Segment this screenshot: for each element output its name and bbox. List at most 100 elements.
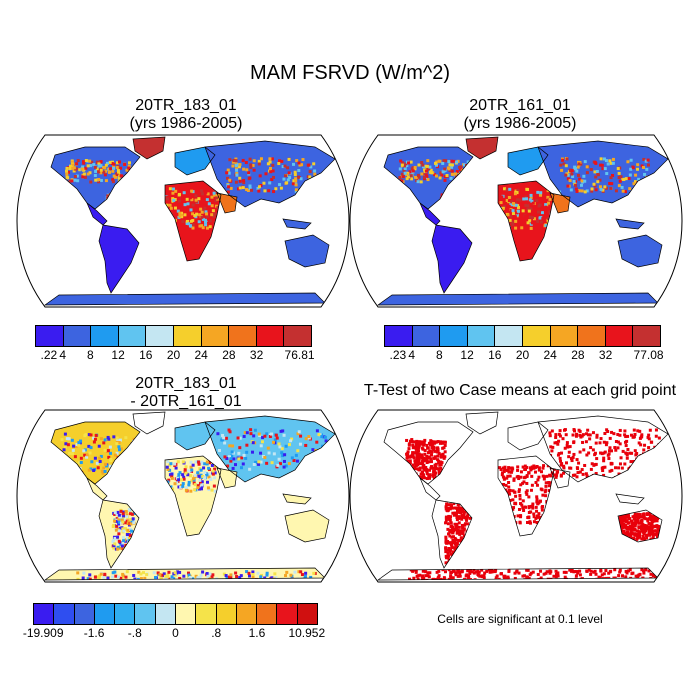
grid-cell: [432, 456, 436, 460]
grid-cell: [66, 176, 70, 180]
grid-cell: [171, 197, 175, 201]
grid-cell: [480, 568, 484, 572]
grid-cell: [544, 205, 548, 209]
grid-cell: [578, 429, 582, 433]
grid-cell: [575, 570, 579, 574]
grid-cell: [548, 434, 552, 438]
grid-cell: [100, 469, 104, 473]
grid-cell: [423, 452, 427, 456]
grid-cell: [528, 198, 532, 202]
grid-cell: [446, 509, 450, 513]
grid-cell: [299, 177, 303, 181]
grid-cell: [279, 429, 283, 433]
grid-cell: [270, 576, 274, 580]
grid-cell: [430, 465, 434, 469]
grid-cell: [225, 457, 229, 461]
grid-cell: [70, 160, 74, 164]
grid-cell: [170, 472, 174, 476]
grid-cell: [73, 178, 77, 182]
grid-cell: [558, 434, 562, 438]
grid-cell: [579, 162, 583, 166]
grid-cell: [280, 159, 284, 163]
grid-cell: [581, 472, 585, 476]
grid-cell: [567, 455, 571, 459]
grid-cell: [551, 445, 555, 449]
grid-cell: [193, 488, 197, 492]
grid-cell: [628, 173, 632, 177]
grid-cell: [117, 532, 121, 536]
grid-cell: [511, 212, 515, 216]
grid-cell: [621, 523, 625, 527]
grid-cell: [433, 449, 437, 453]
continent-arabia: [550, 193, 570, 213]
grid-cell: [449, 548, 453, 552]
grid-cell: [177, 478, 181, 482]
coastline: [132, 136, 166, 160]
grid-cell: [86, 577, 90, 580]
grid-cell: [187, 480, 191, 484]
grid-cell: [657, 527, 661, 531]
grid-cell: [67, 437, 71, 441]
grid-cell: [621, 177, 625, 181]
grid-cell: [249, 165, 253, 169]
grid-cell: [446, 503, 450, 507]
grid-cell: [259, 451, 263, 455]
grid-cell: [539, 576, 543, 580]
grid-cell: [613, 446, 617, 450]
coastline: [497, 180, 555, 262]
grid-cell: [420, 455, 424, 459]
grid-cell: [464, 574, 468, 578]
coastline: [216, 192, 238, 214]
figure-title: MAM FSRVD (W/m^2): [249, 62, 451, 84]
grid-cell: [416, 440, 420, 444]
grid-cell: [617, 466, 621, 470]
colorbar-tick-label: 4: [408, 348, 416, 362]
grid-cell: [418, 573, 422, 577]
grid-cell: [420, 440, 424, 444]
grid-cell: [271, 163, 275, 167]
grid-cell: [534, 516, 538, 520]
grid-cell: [263, 576, 267, 580]
grid-cell: [257, 432, 261, 436]
grid-cell: [245, 450, 249, 454]
coastline: [284, 234, 330, 268]
grid-cell: [266, 162, 270, 166]
grid-cell: [616, 440, 620, 444]
grid-cell: [183, 203, 187, 207]
grid-cell: [513, 490, 517, 494]
grid-cell: [535, 483, 539, 487]
grid-cell: [204, 201, 208, 205]
grid-cell: [458, 507, 462, 511]
grid-cell: [500, 195, 504, 199]
grid-cell: [119, 509, 123, 513]
grid-cell: [517, 571, 521, 575]
grid-cell: [542, 464, 546, 468]
grid-cell: [413, 165, 417, 169]
grid-cell: [447, 577, 451, 580]
grid-cell: [74, 444, 78, 448]
grid-cell: [508, 218, 512, 222]
grid-cell: [123, 162, 127, 166]
grid-cell: [130, 512, 134, 516]
grid-cell: [115, 436, 119, 440]
grid-cell: [425, 167, 429, 171]
grid-cell: [618, 442, 622, 446]
grid-cell: [289, 439, 293, 443]
grid-cell: [246, 188, 250, 192]
grid-cell: [121, 572, 125, 576]
colorbar-tick-label: 16: [488, 348, 502, 362]
grid-cell: [642, 448, 646, 452]
grid-cell: [450, 527, 454, 531]
grid-cell: [185, 197, 189, 201]
grid-cell: [522, 574, 526, 578]
grid-cell: [229, 186, 233, 190]
grid-cell: [435, 570, 439, 574]
grid-cell: [646, 435, 650, 439]
grid-cell: [77, 461, 81, 465]
grid-cell: [405, 455, 409, 459]
grid-cell: [198, 487, 202, 491]
grid-cell: [590, 187, 594, 191]
grid-cell: [320, 435, 324, 439]
grid-cell: [103, 173, 107, 177]
grid-cell: [284, 464, 288, 468]
